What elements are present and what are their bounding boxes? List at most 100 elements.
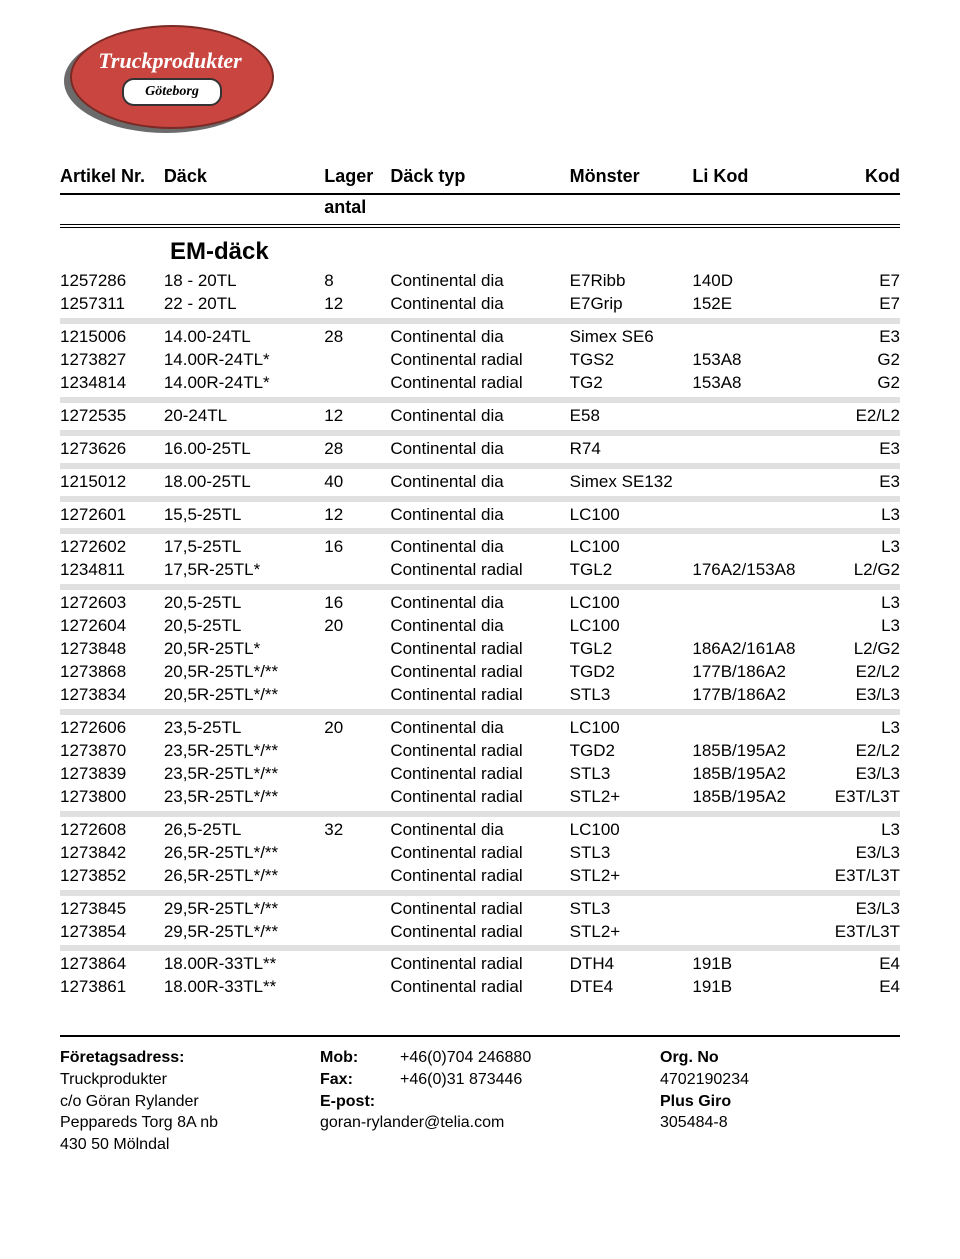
cell-lager: 28 (324, 326, 390, 349)
cell-monster: TGS2 (570, 349, 693, 372)
cell-artikel: 1272603 (60, 592, 164, 615)
cell-monster: STL3 (570, 898, 693, 921)
cell-kod: G2 (815, 372, 900, 395)
group-separator (60, 709, 900, 715)
cell-lager (324, 898, 390, 921)
cell-artikel: 1273827 (60, 349, 164, 372)
cell-li (692, 898, 815, 921)
cell-monster: STL2+ (570, 921, 693, 944)
col-monster: Mönster (570, 166, 693, 187)
group-separator (60, 584, 900, 590)
cell-dack: 17,5-25TL (164, 536, 324, 559)
cell-dack: 18.00R-33TL** (164, 976, 324, 999)
cell-kod: E3/L3 (815, 763, 900, 786)
cell-lager: 8 (324, 270, 390, 293)
cell-monster: STL3 (570, 763, 693, 786)
cell-lager (324, 953, 390, 976)
cell-monster: TGD2 (570, 740, 693, 763)
cell-dack: 26,5R-25TL*/** (164, 842, 324, 865)
cell-kod: L2/G2 (815, 638, 900, 661)
table-row: 127260826,5-25TL32Continental diaLC100L3 (60, 819, 900, 842)
row-group: 127362616.00-25TL28Continental diaR74E3 (60, 438, 900, 461)
row-group: 125728618 - 20TL8Continental diaE7Ribb14… (60, 270, 900, 316)
cell-typ: Continental dia (390, 717, 569, 740)
cell-monster: TGL2 (570, 559, 693, 582)
cell-kod: E4 (815, 953, 900, 976)
cell-monster: TGD2 (570, 661, 693, 684)
group-separator (60, 318, 900, 324)
cell-typ: Continental dia (390, 293, 569, 316)
pg-label: Plus Giro (660, 1091, 900, 1113)
table-row: 127260623,5-25TL20Continental diaLC100L3 (60, 717, 900, 740)
table-body: 125728618 - 20TL8Continental diaE7Ribb14… (60, 270, 900, 999)
table-row: 121500614.00-24TL28Continental diaSimex … (60, 326, 900, 349)
cell-kod: L3 (815, 592, 900, 615)
cell-dack: 20-24TL (164, 405, 324, 428)
table-row: 127260115,5-25TL12Continental diaLC100L3 (60, 504, 900, 527)
cell-monster: E7Ribb (570, 270, 693, 293)
cell-lager (324, 921, 390, 944)
cell-typ: Continental radial (390, 842, 569, 865)
section-title: EM-däck (170, 238, 900, 266)
cell-li (692, 717, 815, 740)
table-row: 127386418.00R-33TL**Continental radialDT… (60, 953, 900, 976)
pg-value: 305484-8 (660, 1112, 900, 1134)
cell-monster: DTE4 (570, 976, 693, 999)
cell-dack: 26,5-25TL (164, 819, 324, 842)
org-value: 4702190234 (660, 1069, 900, 1091)
cell-artikel: 1273845 (60, 898, 164, 921)
cell-artikel: 1257286 (60, 270, 164, 293)
cell-artikel: 1273864 (60, 953, 164, 976)
table-row: 127362616.00-25TL28Continental diaR74E3 (60, 438, 900, 461)
cell-kod: E3 (815, 471, 900, 494)
table-subheader: antal (60, 195, 900, 224)
cell-li: 185B/195A2 (692, 763, 815, 786)
table-row: 125728618 - 20TL8Continental diaE7Ribb14… (60, 270, 900, 293)
table-row: 123481414.00R-24TL*Continental radialTG2… (60, 372, 900, 395)
cell-lager (324, 661, 390, 684)
cell-monster: STL3 (570, 684, 693, 707)
group-separator (60, 890, 900, 896)
cell-dack: 14.00-24TL (164, 326, 324, 349)
table-row: 127260217,5-25TL16Continental diaLC100L3 (60, 536, 900, 559)
cell-typ: Continental radial (390, 786, 569, 809)
cell-typ: Continental dia (390, 438, 569, 461)
cell-typ: Continental radial (390, 638, 569, 661)
cell-kod: E2/L2 (815, 405, 900, 428)
cell-typ: Continental dia (390, 536, 569, 559)
cell-li (692, 842, 815, 865)
row-group: 127260217,5-25TL16Continental diaLC100L3… (60, 536, 900, 582)
cell-typ: Continental radial (390, 921, 569, 944)
row-group: 127260826,5-25TL32Continental diaLC100L3… (60, 819, 900, 888)
cell-li (692, 592, 815, 615)
cell-artikel: 1234814 (60, 372, 164, 395)
cell-kod: E2/L2 (815, 740, 900, 763)
table-row: 127383923,5R-25TL*/**Continental radialS… (60, 763, 900, 786)
cell-lager: 16 (324, 592, 390, 615)
logo: Truckprodukter Göteborg (60, 20, 900, 130)
org-label: Org. No (660, 1047, 900, 1069)
cell-monster: E7Grip (570, 293, 693, 316)
cell-lager (324, 865, 390, 888)
cell-typ: Continental radial (390, 865, 569, 888)
table-row: 127385429,5R-25TL*/**Continental radialS… (60, 921, 900, 944)
cell-monster: Simex SE6 (570, 326, 693, 349)
cell-lager: 12 (324, 293, 390, 316)
cell-lager (324, 763, 390, 786)
cell-kod: E3/L3 (815, 898, 900, 921)
cell-dack: 18.00R-33TL** (164, 953, 324, 976)
table-row: 127384529,5R-25TL*/**Continental radialS… (60, 898, 900, 921)
cell-artikel: 1273848 (60, 638, 164, 661)
cell-typ: Continental radial (390, 898, 569, 921)
table-row: 125731122 - 20TL12Continental diaE7Grip1… (60, 293, 900, 316)
cell-dack: 20,5-25TL (164, 615, 324, 638)
col-typ: Däck typ (390, 166, 569, 187)
table-row: 121501218.00-25TL40Continental diaSimex … (60, 471, 900, 494)
cell-typ: Continental dia (390, 615, 569, 638)
cell-kod: L2/G2 (815, 559, 900, 582)
cell-artikel: 1273842 (60, 842, 164, 865)
table-row: 127382714.00R-24TL*Continental radialTGS… (60, 349, 900, 372)
cell-lager: 40 (324, 471, 390, 494)
cell-artikel: 1272535 (60, 405, 164, 428)
cell-lager: 12 (324, 504, 390, 527)
